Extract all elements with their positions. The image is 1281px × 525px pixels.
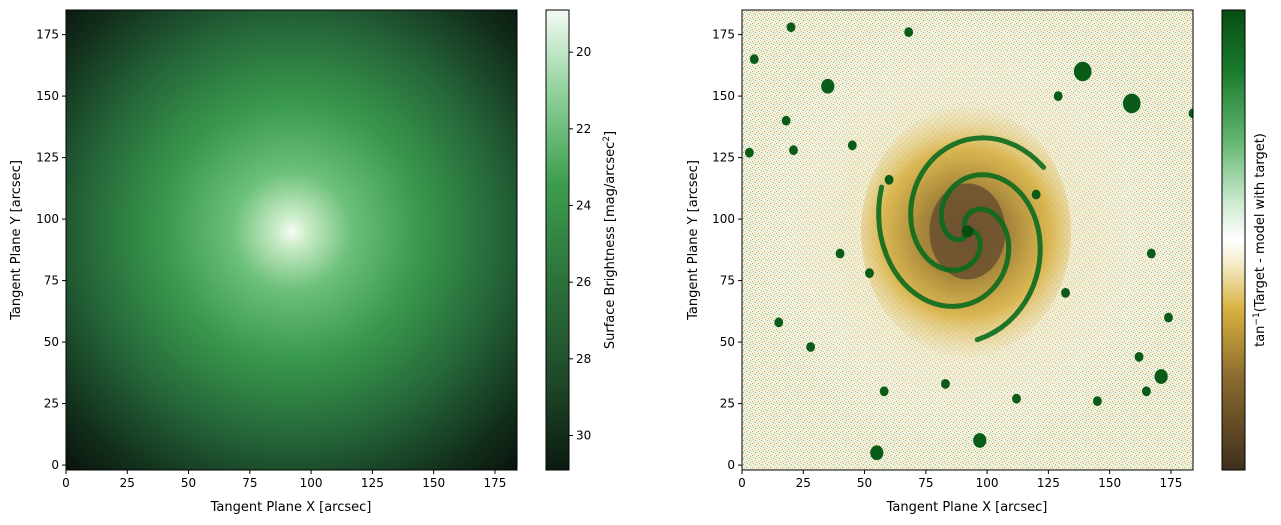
spiral-arm	[938, 172, 1043, 343]
point-source	[821, 78, 835, 94]
point-source	[789, 145, 798, 156]
point-source	[1073, 61, 1092, 82]
residual-image	[742, 10, 1193, 470]
x-tick-label: 75	[242, 476, 257, 490]
y-tick-label: 0	[51, 458, 59, 472]
y-tick-label: 25	[720, 397, 735, 411]
point-source	[781, 115, 791, 126]
spiral-arms	[876, 135, 1047, 343]
x-tick-label: 25	[796, 476, 811, 490]
point-source	[904, 27, 914, 38]
point-source	[1188, 108, 1193, 119]
point-source	[1061, 287, 1070, 298]
point-source	[1146, 248, 1156, 259]
point-source	[870, 445, 884, 461]
point-source	[1154, 369, 1168, 384]
point-source	[1053, 91, 1063, 101]
right-x-axis-label: Tangent Plane X [arcsec]	[886, 500, 1048, 515]
left-x-ticks: 0 25 50 75 100 125 150 175	[62, 470, 506, 490]
x-tick-label: 100	[976, 476, 999, 490]
surface-brightness-panel: 0 25 50 75 100 125 150 175 0255075100125150175 …	[9, 9, 618, 515]
right-colorbar	[1221, 9, 1246, 471]
right-x-ticks: 0 25 50 75 100 125 150 175	[738, 470, 1182, 490]
x-tick-label: 125	[361, 476, 384, 490]
y-tick-label: 125	[712, 151, 735, 165]
x-tick-label: 50	[857, 476, 872, 490]
left-x-axis-label: Tangent Plane X [arcsec]	[210, 500, 372, 515]
point-source	[749, 54, 759, 65]
spiral-arm	[908, 135, 1047, 273]
right-y-ticks: 0 25 50 75 100 125 150 175	[712, 28, 742, 472]
point-source	[744, 147, 754, 158]
y-tick-label: 125	[36, 151, 59, 165]
spiral-arm	[876, 184, 1012, 309]
x-tick-label: 0	[62, 476, 70, 490]
point-source	[865, 268, 874, 279]
left-colorbar-ticks: 20 22 24 26 28 30	[569, 45, 591, 443]
x-tick-label: 125	[1037, 476, 1060, 490]
y-tick-label: 175	[36, 28, 59, 42]
colorbar-tick-label: 30	[576, 429, 591, 443]
y-tick-label: 25	[44, 397, 59, 411]
point-source	[786, 22, 796, 33]
point-source	[879, 386, 889, 397]
right-y-axis-label: Tangent Plane Y [arcsec]	[686, 160, 701, 321]
x-tick-label: 50	[181, 476, 196, 490]
x-tick-label: 175	[483, 476, 506, 490]
colorbar-tick-label: 24	[576, 199, 591, 213]
y-tick-label: 75	[44, 274, 59, 288]
x-tick-label: 175	[1159, 476, 1182, 490]
colorbar-tick-label: 22	[576, 122, 591, 136]
colorbar-tick-label: 28	[576, 352, 591, 366]
point-source	[884, 174, 894, 185]
point-source	[1142, 386, 1151, 397]
point-source	[1012, 393, 1021, 404]
y-tick-label: 150	[36, 89, 59, 103]
point-source	[941, 379, 950, 389]
y-tick-label: 150	[712, 89, 735, 103]
right-plot-frame	[741, 9, 1194, 471]
point-source	[774, 317, 784, 328]
left-y-ticks: 0 25 50 75 100 125 150 175	[36, 28, 66, 472]
y-tick-label: 50	[720, 335, 735, 349]
point-source	[806, 342, 816, 352]
y-tick-label: 0	[727, 458, 735, 472]
point-source	[1164, 312, 1173, 323]
y-tick-label: 175	[712, 28, 735, 42]
y-tick-label: 100	[712, 212, 735, 226]
left-plot-frame	[65, 9, 518, 471]
surface-brightness-image	[66, 10, 517, 470]
left-colorbar-label: Surface Brightness [mag/arcsec2]	[602, 131, 618, 349]
right-colorbar-label: tan−1(Target - model with target)	[1252, 133, 1268, 347]
x-tick-label: 100	[300, 476, 323, 490]
point-source	[1031, 189, 1041, 200]
colorbar-tick-label: 26	[576, 275, 591, 289]
point-source	[1092, 396, 1102, 407]
point-source	[1134, 351, 1144, 362]
point-source	[847, 140, 857, 151]
point-source	[835, 248, 845, 259]
x-tick-label: 25	[120, 476, 135, 490]
x-tick-label: 150	[422, 476, 445, 490]
point-source	[973, 433, 987, 448]
left-colorbar	[545, 9, 570, 471]
point-sources	[744, 22, 1193, 461]
x-tick-label: 0	[738, 476, 746, 490]
galaxy-nucleus	[961, 225, 974, 238]
x-tick-label: 150	[1098, 476, 1121, 490]
residual-panel: 0 25 50 75 100 125 150 175 0255075100125150175 …	[686, 9, 1268, 515]
point-source	[1122, 93, 1141, 114]
left-y-axis-label: Tangent Plane Y [arcsec]	[9, 160, 24, 321]
y-tick-label: 100	[36, 212, 59, 226]
y-tick-label: 50	[44, 335, 59, 349]
y-tick-label: 75	[720, 274, 735, 288]
x-tick-label: 75	[918, 476, 933, 490]
colorbar-tick-label: 20	[576, 45, 591, 59]
